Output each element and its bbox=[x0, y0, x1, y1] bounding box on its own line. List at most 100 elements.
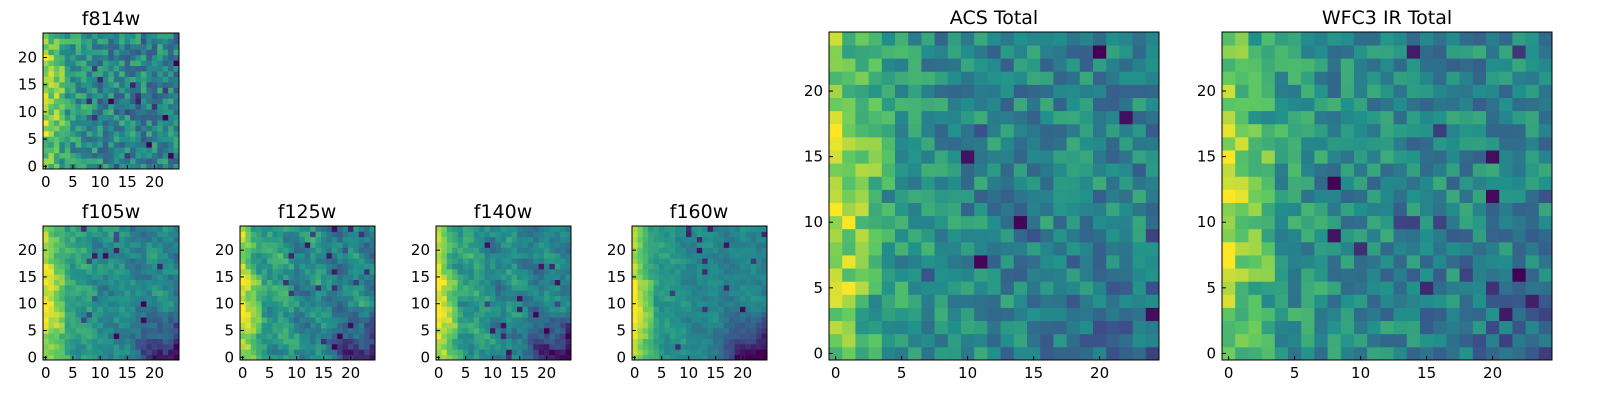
heatmap-cell bbox=[157, 311, 164, 318]
heatmap-cell bbox=[1013, 228, 1028, 243]
heatmap-cell bbox=[272, 333, 279, 339]
heatmap-cell bbox=[637, 306, 644, 313]
heatmap-cell bbox=[140, 268, 147, 275]
heatmap-cell bbox=[756, 263, 762, 270]
heatmap-cell bbox=[108, 136, 115, 143]
heatmap-cell bbox=[245, 263, 252, 270]
heatmap-cell bbox=[921, 176, 935, 190]
heatmap-cell bbox=[283, 295, 289, 302]
heatmap-cell bbox=[490, 247, 496, 254]
heatmap-cell bbox=[102, 65, 109, 72]
heatmap-cell bbox=[146, 295, 153, 302]
heatmap-cell bbox=[70, 242, 77, 248]
heatmap-cell bbox=[240, 268, 246, 275]
heatmap-cell bbox=[829, 136, 843, 151]
heatmap-cell bbox=[48, 43, 55, 50]
heatmap-cell bbox=[81, 333, 87, 339]
heatmap-cell bbox=[173, 141, 180, 148]
heatmap-cell bbox=[881, 150, 896, 164]
heatmap-cell bbox=[723, 252, 730, 259]
heatmap-cell bbox=[277, 295, 284, 302]
heatmap-cell bbox=[256, 258, 262, 264]
heatmap-cell bbox=[707, 295, 714, 302]
heatmap-cell bbox=[310, 258, 316, 264]
heatmap-cell bbox=[1340, 150, 1355, 164]
heatmap-cell bbox=[173, 136, 180, 143]
heatmap-cell bbox=[452, 268, 458, 275]
heatmap-cell bbox=[842, 268, 856, 282]
heatmap-cell bbox=[342, 279, 349, 286]
heatmap-cell bbox=[48, 33, 55, 39]
heatmap-cell bbox=[81, 343, 87, 350]
heatmap-cell bbox=[86, 274, 93, 280]
heatmap-cell bbox=[331, 236, 338, 243]
heatmap-cell bbox=[337, 349, 343, 356]
heatmap-cell bbox=[1525, 45, 1540, 59]
heatmap-cell bbox=[250, 274, 257, 280]
heatmap-cell bbox=[1145, 268, 1160, 282]
heatmap-cell bbox=[304, 242, 311, 248]
heatmap-cell bbox=[560, 311, 566, 318]
heatmap-cell bbox=[734, 226, 741, 232]
heatmap-cell bbox=[119, 333, 125, 339]
heatmap-cell bbox=[157, 333, 164, 339]
heatmap-cell bbox=[86, 295, 93, 302]
heatmap-cell bbox=[173, 98, 180, 105]
heatmap-cell bbox=[97, 76, 104, 83]
heatmap-cell bbox=[565, 290, 572, 297]
heatmap-cell bbox=[500, 242, 507, 248]
heatmap-cell bbox=[288, 231, 295, 238]
heatmap-cell bbox=[740, 268, 746, 275]
heatmap-cell bbox=[119, 252, 125, 259]
heatmap-cell bbox=[1459, 163, 1474, 177]
heatmap-cell bbox=[1472, 333, 1487, 348]
heatmap-cell bbox=[495, 258, 502, 264]
heatmap-cell bbox=[1406, 176, 1421, 190]
heatmap-cell bbox=[277, 231, 284, 238]
heatmap-cell bbox=[908, 123, 922, 138]
heatmap-cell bbox=[1314, 307, 1328, 322]
heatmap-cell bbox=[162, 226, 169, 232]
heatmap-cell bbox=[70, 231, 77, 238]
heatmap-cell bbox=[987, 320, 1001, 335]
heatmap-cell bbox=[1380, 58, 1394, 72]
heatmap-cell bbox=[272, 258, 279, 264]
heatmap-cell bbox=[256, 301, 262, 307]
heatmap-cell bbox=[659, 338, 665, 345]
heatmap-cell bbox=[288, 290, 295, 297]
heatmap-cell bbox=[70, 306, 77, 313]
heatmap-cell bbox=[1459, 228, 1474, 243]
heatmap-cell bbox=[1301, 241, 1315, 256]
heatmap-cell bbox=[240, 349, 246, 356]
heatmap-cell bbox=[490, 322, 496, 329]
heatmap-cell bbox=[734, 258, 741, 264]
y-tick-label: 20 bbox=[804, 82, 823, 100]
heatmap-cell bbox=[1013, 110, 1028, 125]
heatmap-cell bbox=[1053, 123, 1067, 138]
heatmap-cell bbox=[729, 317, 735, 323]
heatmap-cell bbox=[245, 295, 252, 302]
heatmap-cell bbox=[353, 263, 360, 270]
heatmap-cell bbox=[364, 247, 370, 254]
heatmap-cell bbox=[1525, 294, 1540, 308]
heatmap-cell bbox=[457, 349, 464, 356]
heatmap-cell bbox=[1406, 84, 1421, 98]
heatmap-cell bbox=[696, 263, 703, 270]
heatmap-cell bbox=[173, 130, 180, 137]
heatmap-cell bbox=[855, 241, 869, 256]
heatmap-cell bbox=[961, 123, 975, 138]
heatmap-cell bbox=[348, 284, 354, 291]
heatmap-cell bbox=[1132, 136, 1147, 151]
heatmap-cell bbox=[729, 252, 735, 259]
heatmap-cell bbox=[761, 247, 768, 254]
heatmap-cell bbox=[484, 236, 491, 243]
heatmap-cell bbox=[157, 147, 164, 154]
heatmap-cell bbox=[168, 354, 174, 361]
heatmap-cell bbox=[1367, 189, 1381, 203]
heatmap-cell bbox=[151, 343, 158, 350]
heatmap-cell bbox=[326, 338, 333, 345]
heatmap-cell bbox=[135, 274, 142, 280]
heatmap-cell bbox=[64, 279, 71, 286]
heatmap-cell bbox=[364, 268, 370, 275]
heatmap-cell bbox=[353, 279, 360, 286]
